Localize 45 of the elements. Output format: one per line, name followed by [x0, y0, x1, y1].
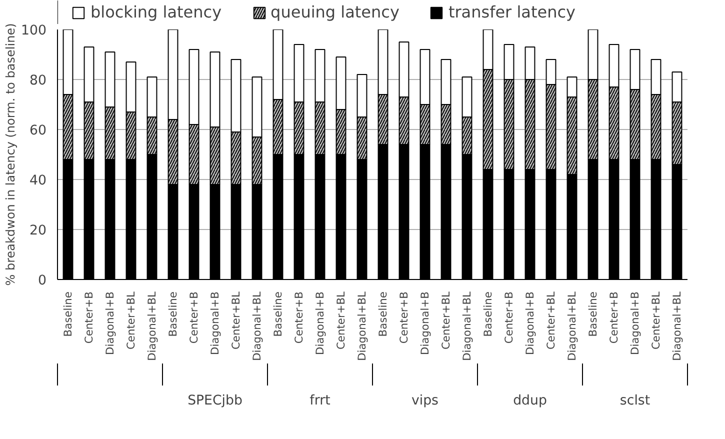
x-tick-label: Center+B	[398, 291, 410, 344]
x-tick-label: Center+BL	[334, 291, 348, 350]
text: frrt	[310, 394, 330, 408]
x-tick-label: Diagonal+BL	[460, 291, 474, 361]
x-tick-label: Baseline	[482, 291, 494, 337]
y-tick-label: 100	[21, 24, 47, 38]
x-tick-label: Center+B	[188, 291, 200, 344]
x-tick-label: Diagonal+B	[418, 291, 432, 355]
x-tick-label: Diagonal+BL	[566, 291, 578, 361]
x-tick-label: Diagonal+BL	[146, 291, 158, 361]
x-tick-label: Diagonal+B	[314, 291, 326, 355]
x-tick-label: Diagonal+B	[104, 291, 116, 355]
x-tick-label: Center+B	[608, 291, 620, 344]
legend-label: blocking latency	[90, 2, 222, 22]
x-tick-label: Center+B	[502, 291, 516, 344]
x-tick-label: Diagonal+B	[208, 291, 222, 355]
text: SPECjbb	[188, 394, 242, 408]
x-tick-label: Diagonal+BL	[356, 291, 368, 361]
x-tick-label: Center+B	[82, 291, 96, 344]
y-tick-label: 40	[30, 174, 47, 188]
x-tick-label: Center+B	[292, 291, 306, 344]
x-tick-label: Center+BL	[440, 291, 452, 350]
legend-label: queuing latency	[270, 2, 400, 22]
x-tick-label: Center+BL	[650, 291, 662, 350]
x-tick-label: Center+BL	[544, 291, 558, 350]
x-tick-label: Diagonal+BL	[670, 291, 684, 361]
x-tick-label: Baseline	[586, 291, 600, 337]
x-tick-label: Baseline	[272, 291, 284, 337]
x-tick-label: Baseline	[62, 291, 74, 337]
y-tick-label: 20	[30, 224, 47, 238]
x-tick-label: Baseline	[376, 291, 390, 337]
y-tick-label: 0	[38, 274, 47, 288]
y-axis-title: % breakdwon in latency (norm. to baseline)	[4, 23, 18, 286]
x-tick-label: Baseline	[166, 291, 180, 337]
x-tick-label: Diagonal+BL	[250, 291, 264, 361]
y-tick-label: 60	[30, 124, 47, 138]
legend-label: transfer latency	[448, 2, 576, 22]
x-tick-label: Diagonal+B	[628, 291, 642, 355]
text: ddup	[513, 394, 547, 408]
x-tick-label: Center+BL	[124, 291, 138, 350]
text: sclst	[620, 394, 650, 408]
text: vips	[412, 394, 439, 408]
x-tick-label: Diagonal+B	[524, 291, 536, 355]
x-tick-label: Center+BL	[230, 291, 242, 350]
y-tick-label: 80	[30, 74, 47, 88]
